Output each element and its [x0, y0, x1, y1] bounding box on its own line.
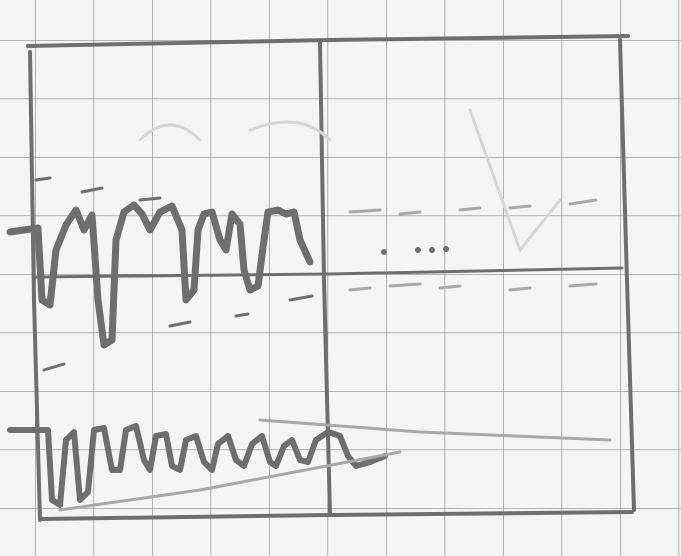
erased-lines: [138, 108, 562, 254]
frame-left: [28, 50, 42, 522]
frame: [26, 34, 636, 522]
frame-divider-vertical: [318, 40, 332, 516]
waveform-bottom-guide: [258, 418, 612, 442]
dashes-row-1: [348, 198, 598, 216]
frame-right: [618, 38, 636, 512]
waveform-bottom-line: [7, 423, 388, 508]
dot: [443, 246, 449, 252]
dot: [415, 247, 421, 253]
waveform-top: [6, 176, 314, 372]
dot: [429, 247, 435, 253]
waveform-bottom: [7, 418, 612, 512]
frame-top: [26, 34, 630, 48]
waveform-top-line: [6, 201, 314, 349]
frame-divider-horizontal: [34, 266, 624, 279]
waveform-top-marks: [34, 176, 314, 372]
waveform-bottom-shadow: [58, 450, 402, 512]
dot: [381, 249, 387, 255]
right-panel-marks: [138, 108, 598, 292]
dots: [381, 246, 449, 255]
dashes-row-2: [348, 282, 598, 292]
